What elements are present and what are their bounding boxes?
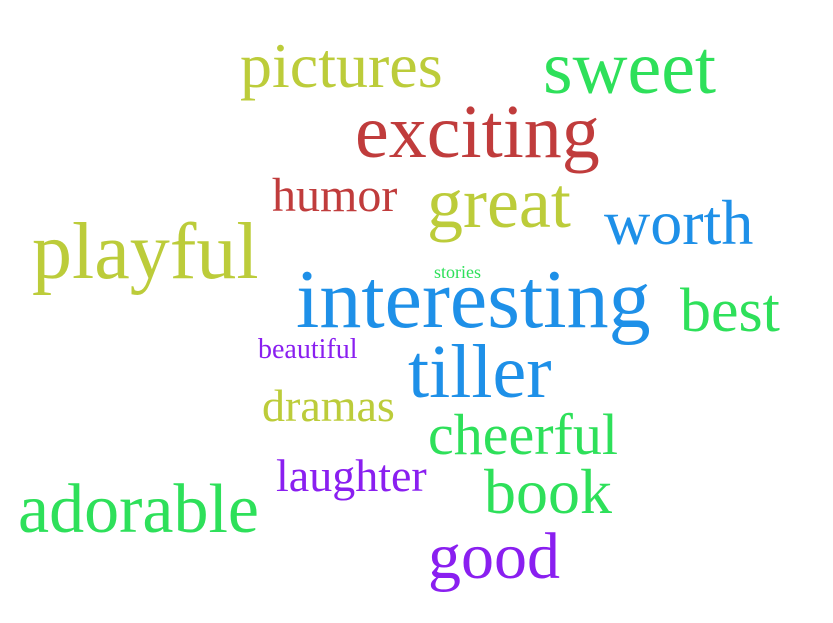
word-dramas: dramas [262, 380, 395, 431]
word-adorable: adorable [18, 471, 259, 548]
word-stories: stories [434, 262, 481, 282]
word-humor: humor [272, 169, 398, 222]
word-pictures: pictures [240, 30, 443, 101]
word-cheerful: cheerful [428, 402, 618, 467]
word-playful: playful [32, 208, 259, 296]
word-worth: worth [604, 187, 754, 258]
word-tiller: tiller [408, 330, 552, 414]
word-interesting: interesting [296, 253, 651, 346]
word-book: book [484, 456, 612, 527]
word-beautiful: beautiful [258, 334, 358, 365]
word-laughter: laughter [276, 450, 427, 501]
word-great: great [427, 163, 571, 243]
word-exciting: exciting [355, 90, 600, 174]
word-sweet: sweet [543, 26, 717, 110]
word-good: good [428, 520, 560, 593]
word-best: best [680, 277, 780, 345]
